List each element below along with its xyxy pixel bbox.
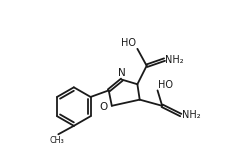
Text: CH₃: CH₃ xyxy=(49,136,64,145)
Text: NH₂: NH₂ xyxy=(182,110,200,120)
Text: NH₂: NH₂ xyxy=(165,55,184,65)
Text: HO: HO xyxy=(158,80,173,90)
Text: O: O xyxy=(99,102,107,112)
Text: N: N xyxy=(118,68,126,78)
Text: HO: HO xyxy=(121,38,136,48)
